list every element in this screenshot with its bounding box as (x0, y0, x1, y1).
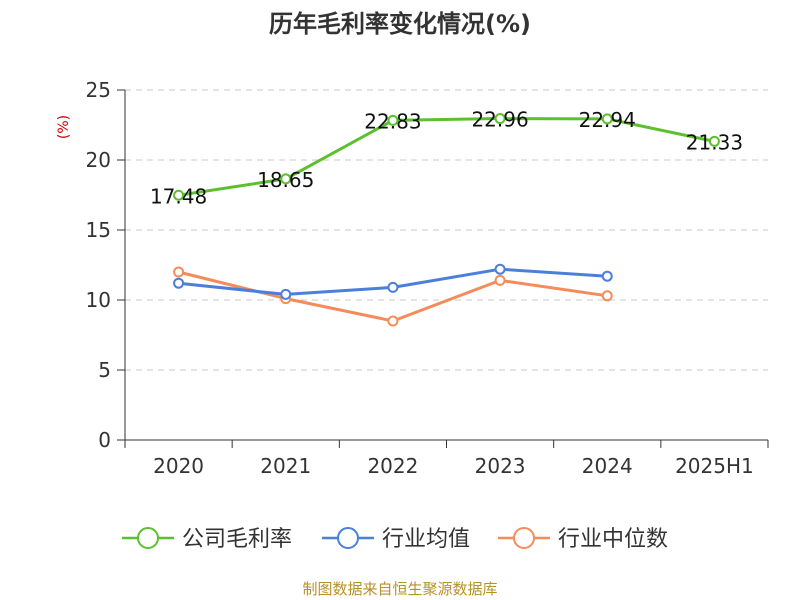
data-point (494, 274, 506, 286)
data-point (601, 113, 613, 125)
data-label: 18.65 (257, 168, 314, 192)
data-label: 21.33 (686, 130, 743, 154)
data-point (708, 135, 720, 147)
data-label: 22.94 (579, 108, 636, 132)
y-tick-label: 15 (86, 218, 111, 242)
legend-swatch-marker (337, 527, 359, 549)
legend: 公司毛利率 行业均值 行业中位数 (122, 527, 668, 552)
series-line-0 (178, 117, 715, 197)
x-tick-label: 2023 (475, 454, 526, 478)
data-point (173, 189, 185, 201)
series-lines (173, 113, 720, 327)
data-point (494, 113, 506, 125)
data-point (173, 266, 185, 278)
legend-swatch-marker (137, 527, 159, 549)
y-tick-label: 5 (98, 358, 111, 382)
legend-item-1: 行业均值 (322, 527, 470, 552)
data-point (387, 114, 399, 126)
legend-label: 公司毛利率 (182, 527, 292, 552)
data-point (387, 315, 399, 327)
data-point (601, 290, 613, 302)
data-label: 17.48 (150, 184, 207, 208)
series-line-2 (178, 270, 608, 323)
x-tick-label: 2025H1 (675, 454, 754, 478)
legend-swatch-marker (513, 527, 535, 549)
source-note: 制图数据来自恒生聚源数据库 (302, 580, 497, 598)
x-tick-label: 2024 (582, 454, 633, 478)
chart-title: 历年毛利率变化情况(%) (269, 10, 531, 38)
legend-label: 行业均值 (382, 527, 470, 552)
axes: 0 5 10 15 20 25 2020 2021 2022 2023 2024 2025H1 (86, 78, 769, 478)
data-labels: 17.48 18.65 22.83 22.96 22.94 21.33 (150, 108, 743, 209)
x-tick-label: 2020 (153, 454, 204, 478)
legend-item-2: 行业中位数 (498, 527, 668, 552)
x-tick-label: 2022 (367, 454, 418, 478)
y-tick-label: 20 (86, 148, 111, 172)
data-point (494, 263, 506, 275)
data-point (601, 270, 613, 282)
data-label: 22.83 (364, 109, 421, 133)
data-label: 22.96 (471, 108, 528, 132)
y-tick-label: 25 (86, 78, 111, 102)
y-axis-unit: (%) (56, 115, 72, 139)
legend-item-0: 公司毛利率 (122, 527, 292, 552)
data-point (280, 288, 292, 300)
y-tick-label: 0 (98, 428, 111, 452)
y-tick-label: 10 (86, 288, 111, 312)
x-tick-label: 2021 (260, 454, 311, 478)
data-point (280, 173, 292, 185)
data-point (173, 277, 185, 289)
data-point (387, 281, 399, 293)
legend-label: 行业中位数 (558, 527, 668, 552)
